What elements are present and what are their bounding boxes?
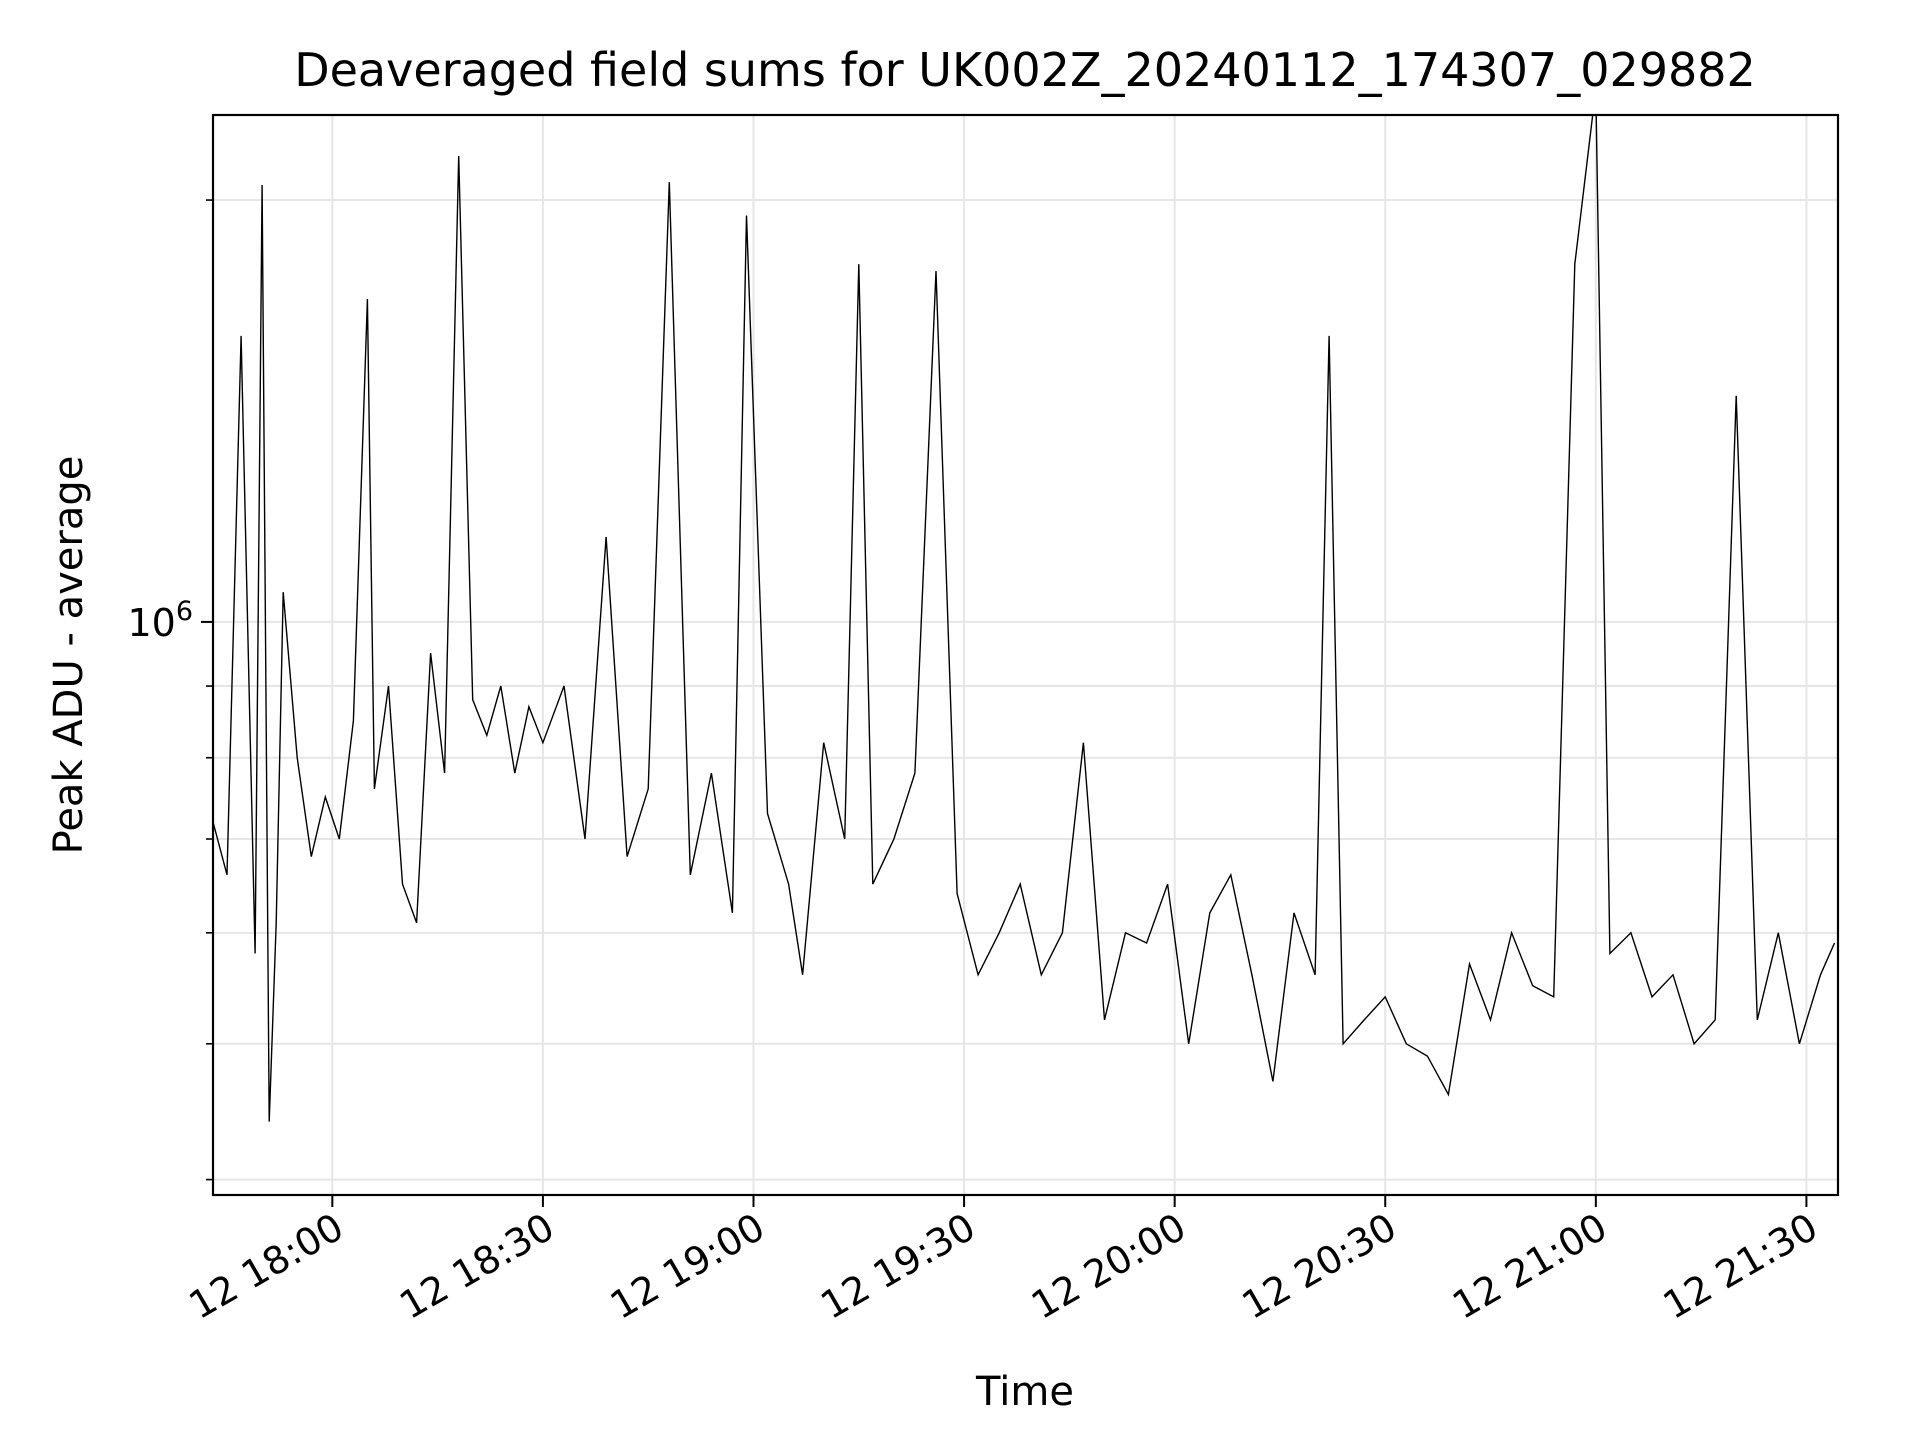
plot-frame <box>211 113 1840 1197</box>
y-axis-label: Peak ADU - average <box>46 456 92 855</box>
series-line <box>213 115 1836 1122</box>
y-tick-label-exponent: 6 <box>176 596 193 627</box>
y-tick-label: 106 <box>127 596 193 645</box>
y-axis-ticks: 106 <box>127 199 213 1181</box>
y-tick-label-base: 10 <box>127 601 175 645</box>
gridlines <box>213 115 1838 1195</box>
chart-title: Deaveraged field sums for UK002Z_2024011… <box>294 43 1756 97</box>
x-axis-label: Time <box>975 1369 1074 1415</box>
